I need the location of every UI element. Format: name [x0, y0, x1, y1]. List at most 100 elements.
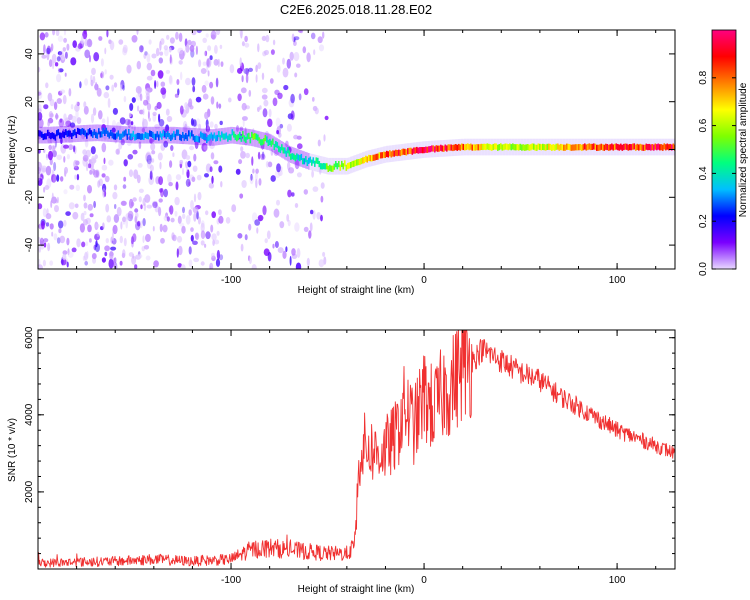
spectrogram-noise-cell: [257, 43, 260, 53]
spectrogram-noise-cell: [191, 176, 196, 183]
spectrogram-noise-cell: [71, 247, 77, 253]
spectrogram-noise-cell: [193, 153, 197, 162]
spectrogram-noise-cell: [259, 105, 262, 110]
spectrogram-noise-cell: [143, 203, 147, 212]
spectrogram-band-cell: [191, 130, 193, 137]
spectrogram-band-cell: [158, 134, 160, 141]
spectrogram-band-cell: [588, 143, 591, 150]
spectrogram-band-cell: [347, 163, 349, 170]
spectrogram-band-cell: [164, 130, 166, 138]
spectrogram-noise-cell: [38, 112, 43, 121]
spectrogram-band-cell: [179, 134, 181, 141]
spectrogram-noise-cell: [150, 69, 156, 77]
snr-x-axis-label: Height of straight line (km): [298, 584, 415, 595]
spectrogram-band-cell: [465, 143, 468, 151]
spectrogram-noise-cell: [165, 69, 171, 74]
spectrogram-noise-cell: [200, 68, 207, 74]
spectrogram-noise-cell: [257, 151, 261, 160]
spectrogram-band-cell: [537, 143, 540, 150]
spectrogram-band-cell: [51, 132, 54, 139]
spectrogram-band-cell: [653, 144, 655, 151]
spectrogram-band-cell: [513, 144, 516, 151]
spectrogram-noise-cell: [146, 103, 152, 111]
spectrogram-noise-cell: [103, 91, 110, 99]
spectrogram-band-cell: [630, 144, 633, 151]
spectrogram-noise-cell: [189, 145, 195, 151]
spectrogram-noise-cell: [54, 205, 59, 213]
spectrogram-band-cell: [452, 144, 454, 152]
spectrogram-noise-cell: [169, 37, 175, 44]
spectrogram-noise-cell: [121, 216, 127, 223]
spectrogram-band-cell: [414, 147, 417, 154]
spectrogram-band-cell: [162, 130, 165, 137]
spectrogram-noise-cell: [219, 254, 224, 261]
spectrogram-band-cell: [81, 128, 84, 135]
spectrogram-noise-cell: [83, 219, 88, 226]
spectrogram-noise-cell: [279, 123, 284, 129]
spectrogram-noise-cell: [146, 159, 152, 169]
spectrogram-band-cell: [311, 159, 313, 166]
spectrogram-band-cell: [600, 143, 603, 150]
spectrogram-band-cell: [422, 147, 424, 154]
spectrogram-noise-cell: [179, 49, 185, 60]
spectrogram-noise-cell: [192, 165, 198, 172]
spectrogram-noise-cell: [293, 51, 300, 62]
spectrogram-noise-cell: [57, 67, 61, 74]
spectrogram-noise-cell: [175, 31, 179, 40]
spectrogram-noise-cell: [216, 101, 219, 109]
spectrogram-noise-cell: [58, 228, 62, 234]
spectrogram-band-cell: [449, 144, 451, 151]
spectrogram-noise-cell: [133, 125, 136, 131]
spectrogram-noise-cell: [41, 54, 47, 59]
spectrogram-noise-cell: [84, 138, 89, 148]
spectrogram-noise-cell: [243, 68, 249, 75]
spectrogram-noise-cell: [155, 47, 160, 57]
spectrogram-band-cell: [344, 160, 346, 167]
spectrogram-noise-cell: [98, 110, 103, 120]
spectrogram-band-cell: [608, 144, 610, 151]
spectrogram-noise-cell: [38, 108, 42, 113]
spectrogram-noise-cell: [38, 171, 41, 181]
spectrogram-band-cell: [456, 144, 459, 151]
spectrogram-noise-cell: [145, 87, 150, 96]
spectrogram-band-cell: [134, 134, 136, 141]
spectrogram-band-cell: [446, 145, 448, 152]
spectrogram-noise-cell: [122, 44, 128, 54]
spectrogram-band-cell: [377, 153, 379, 160]
spectrogram-noise-cell: [45, 213, 52, 220]
spectrogram-noise-cell: [237, 93, 242, 102]
spectrogram-band-cell: [195, 135, 198, 142]
spectrogram-noise-cell: [43, 242, 47, 248]
spectrogram-noise-cell: [148, 39, 152, 45]
spectrogram-band-cell: [320, 163, 322, 170]
spectrogram-band-cell: [554, 144, 556, 151]
spectrogram-noise-cell: [299, 30, 304, 34]
spectrogram-band-cell: [437, 145, 439, 152]
spectrogram-noise-cell: [40, 165, 45, 176]
spectrogram-noise-cell: [244, 42, 250, 48]
spectrogram-band-cell: [429, 146, 432, 153]
spectrogram-noise-cell: [58, 118, 65, 128]
spectrogram-noise-cell: [95, 81, 98, 91]
snr-x-ticks: -100 0 100: [37, 330, 657, 586]
snr-x-tick-label: 0: [421, 575, 427, 586]
spectrogram-noise-cell: [61, 55, 65, 61]
spectrogram-band-cell: [432, 145, 435, 152]
spectrogram-band-cell: [354, 159, 357, 167]
spectrogram-noise-cell: [63, 37, 67, 43]
spectrogram-x-tick-label: 100: [609, 275, 626, 286]
snr-series-line: [38, 330, 675, 568]
spectrogram-noise-cell: [256, 227, 259, 234]
spectrogram-band-cell: [509, 143, 511, 150]
spectrogram-band-cell: [39, 130, 42, 137]
spectrogram-noise-cell: [262, 205, 267, 216]
spectrogram-band-cell: [120, 133, 123, 140]
spectrogram-band-cell: [633, 143, 636, 150]
spectrogram-noise-cell: [84, 49, 91, 59]
spectrogram-noise-cell: [128, 169, 134, 177]
spectrogram-band-cell: [290, 153, 292, 160]
spectrogram-noise-cell: [206, 123, 210, 133]
spectrogram-noise-cell: [202, 61, 207, 66]
spectrogram-noise-cell: [285, 140, 289, 148]
